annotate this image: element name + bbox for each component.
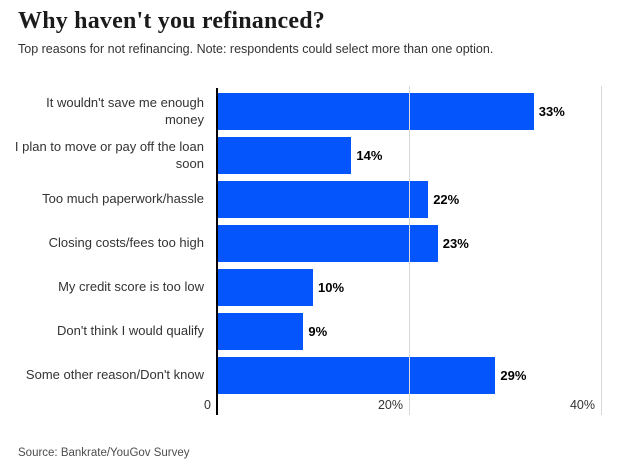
bar-row: Some other reason/Don't know 29% (0, 357, 621, 401)
bar-row: I plan to move or pay off the loan soon 1… (0, 137, 621, 181)
bar-rows: It wouldn't save me enough money 33% I pla… (0, 93, 621, 401)
bar-row: Closing costs/fees too high 23% (0, 225, 621, 269)
bar (217, 137, 352, 174)
bar-category-label: My credit score is too low (58, 279, 204, 295)
chart-title: Why haven't you refinanced? (18, 8, 325, 34)
bar-value-label: 22% (433, 192, 460, 207)
bar-row: Too much paperwork/hassle 22% (0, 181, 621, 225)
chart-subtitle: Top reasons for not refinancing. Note: r… (18, 42, 494, 56)
bar-row: Don't think I would qualify 9% (0, 313, 621, 357)
bar (217, 269, 313, 306)
bar (217, 93, 534, 130)
bar (217, 357, 496, 394)
bar-row: It wouldn't save me enough money 33% (0, 93, 621, 137)
source-note: Source: Bankrate/YouGov Survey (18, 447, 190, 459)
bar-value-label: 23% (442, 236, 469, 251)
bar-category-label: Some other reason/Don't know (25, 367, 204, 383)
bar-category-label: I plan to move or pay off the loan soon (14, 138, 204, 171)
bar-value-label: 29% (500, 368, 527, 383)
bar-value-label: 14% (356, 148, 383, 163)
bar (217, 181, 429, 218)
bar (217, 313, 304, 350)
bar-value-label: 9% (308, 324, 328, 339)
bar-category-label: Closing costs/fees too high (48, 235, 204, 251)
bar-chart: It wouldn't save me enough money 33% I pla… (0, 86, 621, 418)
bar-category-label: It wouldn't save me enough money (46, 94, 204, 127)
bar-row: My credit score is too low 10% (0, 269, 621, 313)
bar-category-label: Don't think I would qualify (56, 323, 204, 339)
bar-value-label: 33% (538, 104, 565, 119)
bar-category-label: Too much paperwork/hassle (42, 191, 204, 207)
bar-value-label: 10% (318, 280, 345, 295)
bar (217, 225, 438, 262)
